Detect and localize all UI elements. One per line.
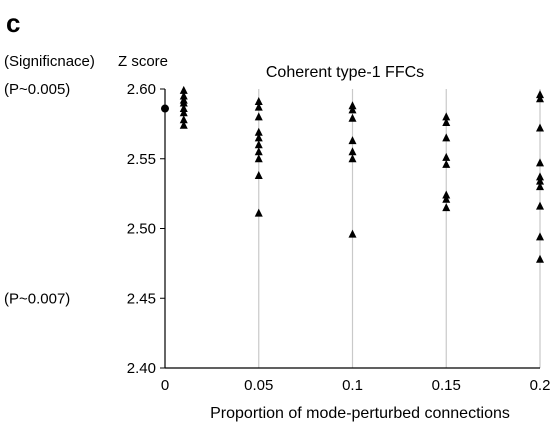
data-point-triangle: [254, 154, 263, 163]
y-tick-label: 2.45: [127, 290, 156, 307]
grid-lines: [258, 89, 541, 368]
data-point-triangle: [348, 113, 357, 122]
data-point-triangle: [179, 98, 188, 107]
data-point-triangle: [348, 101, 357, 110]
data-point-triangle: [254, 97, 263, 106]
x-tick-labels: 0 0.05 0.1 0.15 0.2: [161, 377, 551, 394]
data-point-triangle: [348, 136, 357, 145]
data-point-triangle: [348, 105, 357, 114]
data-point-triangle: [442, 112, 451, 121]
data-point-triangle: [179, 91, 188, 100]
data-point-triangle: [179, 108, 188, 117]
data-point-triangle: [442, 152, 451, 161]
data-point-triangle: [536, 123, 544, 132]
axes: [160, 88, 540, 369]
data-point-triangle: [254, 147, 263, 156]
data-point-triangle: [536, 90, 544, 99]
data-point-triangle: [348, 154, 357, 163]
data-point-triangle: [442, 194, 451, 203]
y-tick-label: 2.40: [127, 360, 156, 377]
data-point-triangle: [179, 115, 188, 124]
p-value-labels: (P~0.005) (P~0.007): [4, 81, 70, 307]
data-point-triangle: [179, 120, 188, 129]
chart-title: Coherent type-1 FFCs: [266, 64, 424, 81]
data-point-triangle: [348, 229, 357, 238]
x-tick-label: 0: [161, 377, 169, 394]
x-tick-label: 0.15: [432, 377, 461, 394]
y-tick-label: 2.60: [127, 81, 156, 98]
data-point-triangle: [254, 140, 263, 149]
data-point-triangle: [254, 127, 263, 136]
data-point-triangle: [254, 112, 263, 121]
baseline-point: [161, 104, 169, 113]
y-axis-label: Z score: [118, 53, 168, 70]
data-point-triangle: [536, 201, 544, 210]
data-point-triangle: [348, 147, 357, 156]
data-point-triangle: [442, 190, 451, 199]
data-point-triangle: [536, 158, 544, 167]
significance-label: (Significnace): [4, 53, 95, 70]
data-point-triangle: [254, 208, 263, 217]
data-point-triangle: [536, 172, 544, 181]
panel-label: c: [6, 8, 20, 38]
data-point-triangle: [536, 176, 544, 185]
data-point-triangle: [442, 117, 451, 126]
data-point-triangle: [536, 182, 544, 191]
data-point-triangle: [179, 85, 188, 94]
p-value-label: (P~0.005): [4, 81, 70, 98]
data-point-triangle: [442, 159, 451, 168]
data-point-triangle: [536, 94, 544, 103]
y-tick-label: 2.50: [127, 221, 156, 238]
x-tick-label: 0.1: [342, 377, 363, 394]
data-point-triangle: [179, 104, 188, 113]
p-value-label: (P~0.007): [4, 290, 70, 307]
x-axis-label: Proportion of mode-perturbed connections: [210, 405, 510, 422]
data-points: [161, 85, 544, 263]
y-tick-labels: 2.40 2.45 2.50 2.55 2.60: [127, 81, 156, 377]
data-point-triangle: [254, 170, 263, 179]
data-point-triangle: [254, 102, 263, 111]
data-point-triangle: [442, 133, 451, 142]
x-tick-label: 0.05: [244, 377, 273, 394]
x-tick-label: 0.2: [530, 377, 551, 394]
data-point-triangle: [254, 133, 263, 142]
y-tick-label: 2.55: [127, 151, 156, 168]
data-point-triangle: [442, 203, 451, 212]
data-point-triangle: [536, 254, 544, 263]
data-point-triangle: [536, 232, 544, 241]
